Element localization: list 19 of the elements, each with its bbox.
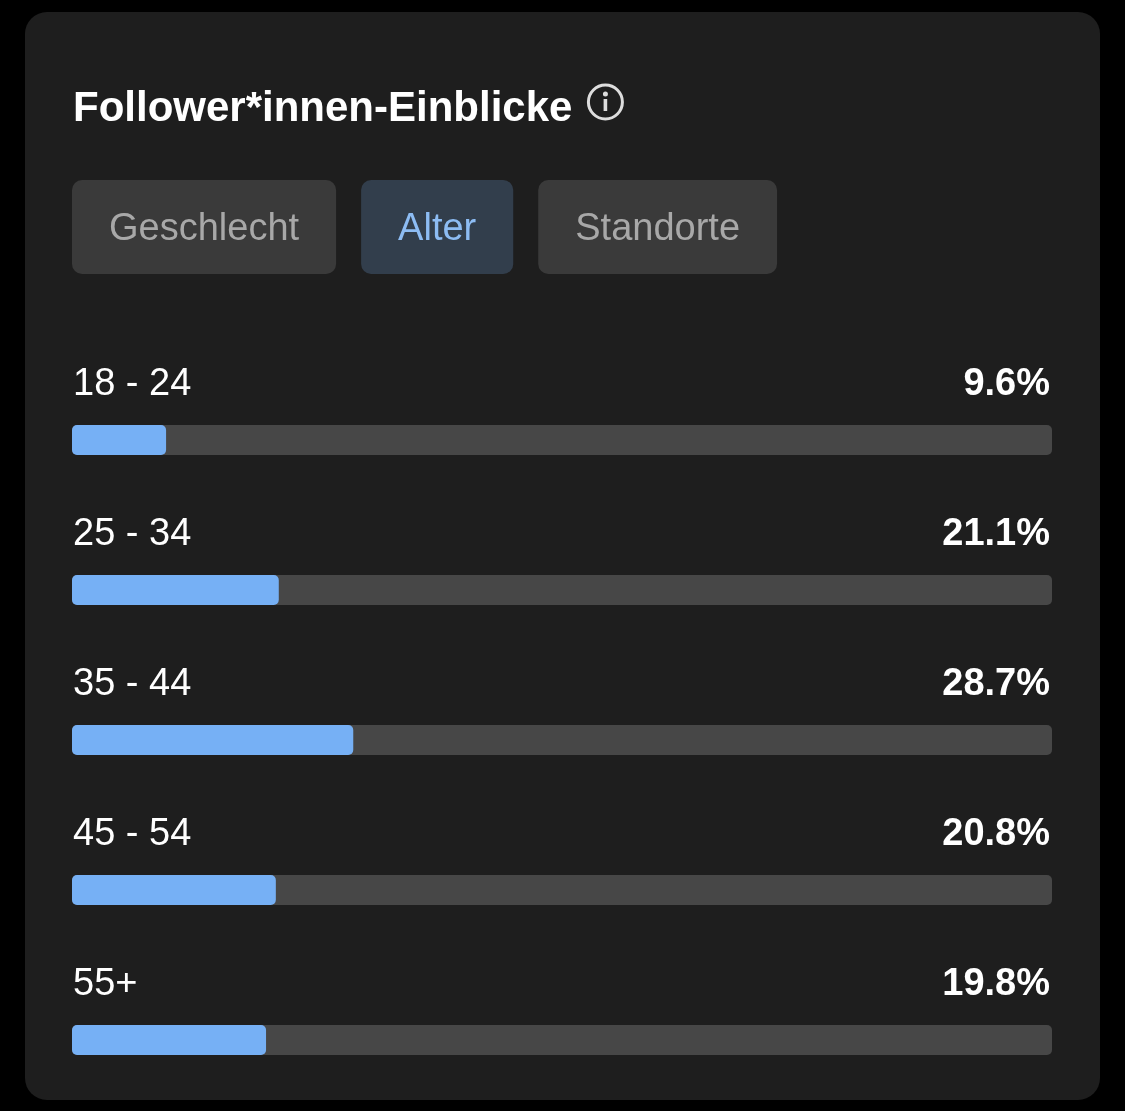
bar bbox=[72, 575, 279, 605]
data-label: 19.8% bbox=[942, 961, 1050, 1003]
y-tick-label: 35 - 44 bbox=[73, 661, 192, 703]
bar bbox=[72, 425, 167, 455]
y-tick-label: 18 - 24 bbox=[73, 361, 192, 403]
y-tick-label: 55+ bbox=[73, 961, 138, 1003]
data-label: 28.7% bbox=[942, 661, 1050, 703]
y-tick-label: 25 - 34 bbox=[73, 511, 192, 553]
chart-title: Follower*innen-Einblicke bbox=[73, 83, 573, 130]
bar bbox=[72, 1025, 267, 1055]
y-tick-label: 45 - 54 bbox=[73, 811, 192, 853]
tab-button: Standorte bbox=[538, 180, 778, 274]
bar bbox=[72, 875, 276, 905]
data-label: 21.1% bbox=[942, 511, 1050, 553]
bar bbox=[72, 725, 354, 755]
data-label: 9.6% bbox=[963, 361, 1050, 403]
tab-button: Geschlecht bbox=[72, 180, 337, 274]
tab-button: Alter bbox=[361, 180, 514, 274]
data-label: 20.8% bbox=[942, 811, 1050, 853]
